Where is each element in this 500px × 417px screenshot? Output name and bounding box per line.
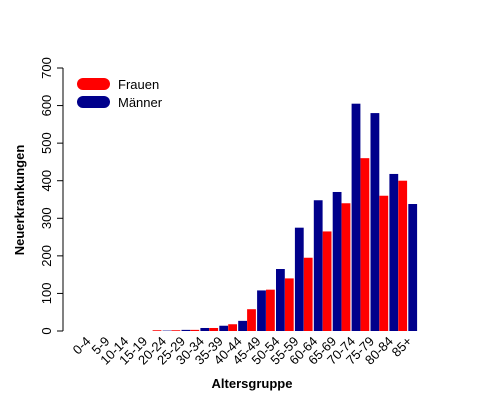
bar-frauen-20-24 <box>152 330 162 331</box>
bar-frauen-70-74 <box>341 203 351 331</box>
legend: Frauen Männer <box>77 77 163 110</box>
bar-frauen-55-59 <box>284 278 294 331</box>
bar-maenner-30-34 <box>200 327 210 331</box>
bar-maenner-65-69 <box>332 191 342 331</box>
bar-maenner-35-39 <box>219 325 229 331</box>
bar-maenner-40-44 <box>238 320 247 331</box>
bar-maenner-70-74 <box>351 103 361 331</box>
bar-frauen-45-49 <box>247 309 256 331</box>
bar-frauen-35-39 <box>209 327 219 331</box>
legend-label-frauen: Frauen <box>118 77 159 92</box>
bar-frauen-25-29 <box>171 330 181 331</box>
y-tick-label: 500 <box>39 132 54 154</box>
bar-frauen-65-69 <box>322 231 332 331</box>
bar-frauen-30-34 <box>190 329 200 331</box>
bar-maenner-60-64 <box>313 200 323 331</box>
y-tick-label: 600 <box>39 95 54 117</box>
y-tick-label: 400 <box>39 170 54 192</box>
legend-label-maenner: Männer <box>118 95 163 110</box>
bar-maenner-25-29 <box>181 329 191 331</box>
x-axis-labels: 0-45-910-1415-1920-2425-2930-3435-3940-4… <box>70 334 415 368</box>
y-axis-title: Neuerkrankungen <box>12 145 27 256</box>
y-tick-label: 700 <box>39 57 54 79</box>
bar-frauen-85+ <box>398 180 408 331</box>
bar-frauen-50-54 <box>266 289 275 331</box>
bar-maenner-50-54 <box>276 269 285 331</box>
x-tick-label: 85+ <box>389 334 415 360</box>
bar-maenner-85+ <box>408 204 418 331</box>
bar-frauen-40-44 <box>228 324 237 331</box>
bar-frauen-60-64 <box>303 257 313 331</box>
y-tick-label: 200 <box>39 245 54 267</box>
bars <box>152 103 418 331</box>
bar-maenner-75-79 <box>370 113 380 331</box>
y-tick-label: 100 <box>39 283 54 305</box>
bar-maenner-45-49 <box>257 290 266 331</box>
bar-maenner-55-59 <box>294 227 304 331</box>
bar-frauen-75-79 <box>360 158 370 331</box>
bar-frauen-80-84 <box>379 195 389 331</box>
y-tick-label: 0 <box>39 327 54 334</box>
x-axis-title: Altersgruppe <box>212 376 293 391</box>
bar-maenner-80-84 <box>389 173 399 331</box>
y-axis: 0 100 200 300 400 500 600 700 <box>39 57 64 335</box>
y-tick-label: 300 <box>39 207 54 229</box>
